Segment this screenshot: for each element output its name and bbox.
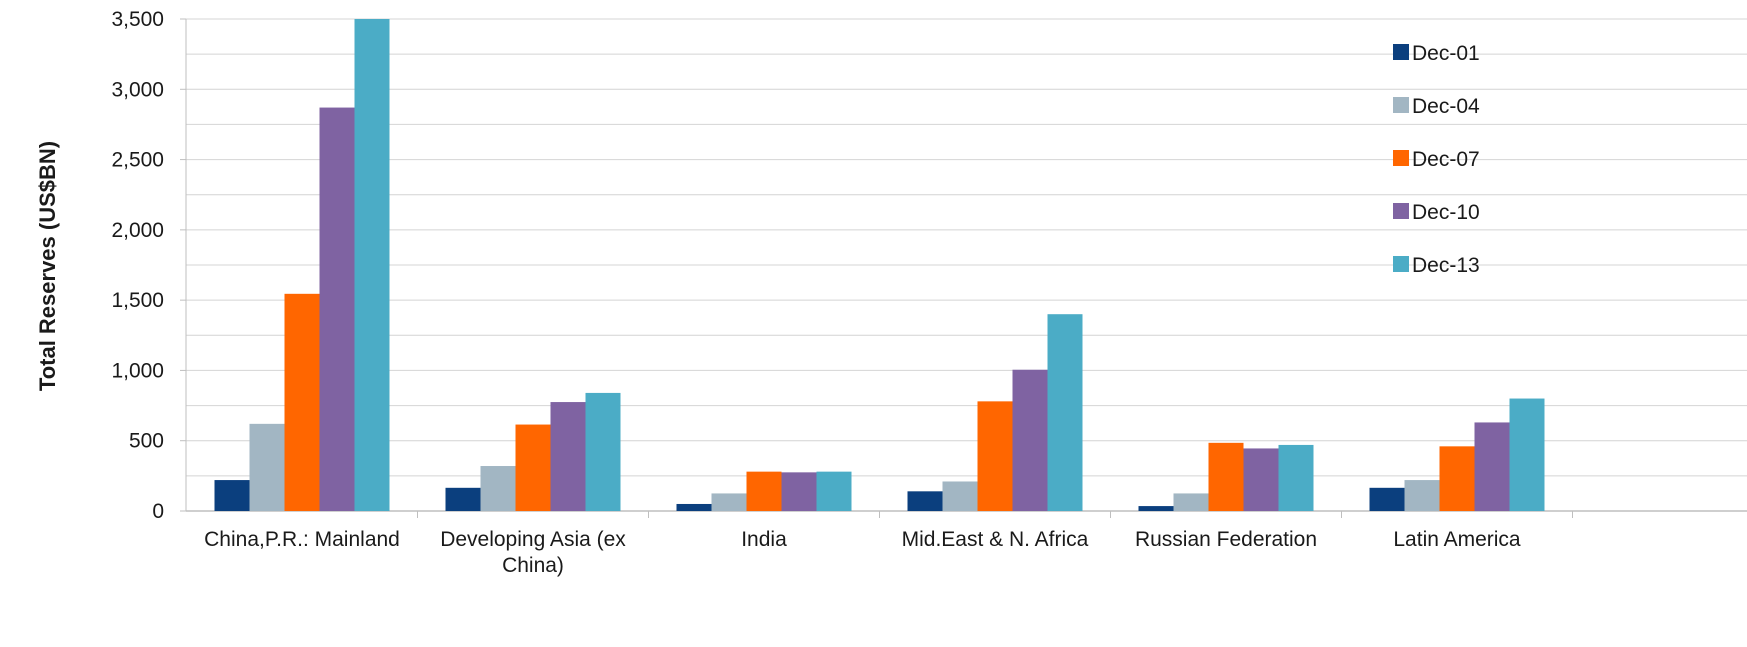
bar-dec-13 xyxy=(354,19,390,511)
x-tick-label: Russian Federation xyxy=(1135,528,1317,551)
bar-dec-10 xyxy=(1243,448,1279,511)
bar-dec-10 xyxy=(550,402,586,511)
legend-swatch xyxy=(1393,44,1409,60)
bar-dec-07 xyxy=(1439,446,1475,511)
y-tick-label: 3,000 xyxy=(111,78,164,101)
y-axis-title: Total Reserves (US$BN) xyxy=(35,141,60,391)
bar-dec-04 xyxy=(249,423,285,511)
x-tick-label: Mid.East & N. Africa xyxy=(902,528,1089,551)
bar-dec-10 xyxy=(1474,422,1510,511)
gridlines xyxy=(186,18,1747,477)
y-tick-label: 0 xyxy=(152,500,164,523)
bar-dec-01 xyxy=(1369,487,1405,511)
bar-dec-07 xyxy=(515,424,551,511)
legend-label: Dec-10 xyxy=(1412,201,1480,224)
x-tick-label: China,P.R.: Mainland xyxy=(204,528,400,551)
x-tick-labels: China,P.R.: Mainland Developing Asia (ex C… xyxy=(204,528,1521,577)
bars xyxy=(214,19,1545,511)
bar-dec-04 xyxy=(1173,493,1209,511)
bar-dec-07 xyxy=(1208,442,1244,511)
y-tick-labels: 0 500 1,000 1,500 2,000 2,500 3,000 3,500 xyxy=(111,8,164,523)
legend-label: Dec-01 xyxy=(1412,42,1480,65)
x-tick-label: Developing Asia (ex xyxy=(440,528,626,551)
bar-dec-07 xyxy=(284,293,320,511)
bar-dec-04 xyxy=(480,466,516,511)
bar-dec-04 xyxy=(1404,480,1440,511)
legend-label: Dec-13 xyxy=(1412,254,1480,277)
bar-dec-07 xyxy=(977,401,1013,511)
legend-swatch xyxy=(1393,203,1409,219)
bar-dec-01 xyxy=(907,491,943,511)
y-tick-label: 2,000 xyxy=(111,219,164,242)
y-tick-label: 500 xyxy=(129,430,164,453)
bar-dec-13 xyxy=(1278,444,1314,511)
bar-dec-07 xyxy=(746,471,782,511)
bar-dec-10 xyxy=(319,107,355,511)
bar-dec-04 xyxy=(711,493,747,511)
bar-dec-13 xyxy=(1047,314,1083,511)
legend-swatch xyxy=(1393,256,1409,272)
y-tick-label: 1,500 xyxy=(111,289,164,312)
bar-dec-13 xyxy=(816,471,852,511)
y-tick-label: 2,500 xyxy=(111,149,164,172)
y-tick-label: 3,500 xyxy=(111,8,164,31)
legend-label: Dec-07 xyxy=(1412,148,1480,171)
bar-dec-10 xyxy=(1012,369,1048,511)
bar-dec-01 xyxy=(676,503,712,511)
legend-label: Dec-04 xyxy=(1412,95,1480,118)
x-tick-label: India xyxy=(741,528,787,551)
x-tick-label: Latin America xyxy=(1393,528,1521,551)
legend-swatch xyxy=(1393,97,1409,113)
y-tick-label: 1,000 xyxy=(111,359,164,382)
bar-dec-10 xyxy=(781,472,817,511)
x-tick-label: China) xyxy=(502,554,564,577)
legend-swatch xyxy=(1393,150,1409,166)
legend: Dec-01 Dec-04 Dec-07 Dec-10 Dec-13 xyxy=(1393,42,1480,277)
bar-dec-01 xyxy=(1138,506,1174,511)
bar-dec-01 xyxy=(214,480,250,511)
bar-dec-01 xyxy=(445,487,481,511)
bar-dec-13 xyxy=(1509,398,1545,511)
bar-dec-04 xyxy=(942,481,978,511)
bar-dec-13 xyxy=(585,392,621,511)
